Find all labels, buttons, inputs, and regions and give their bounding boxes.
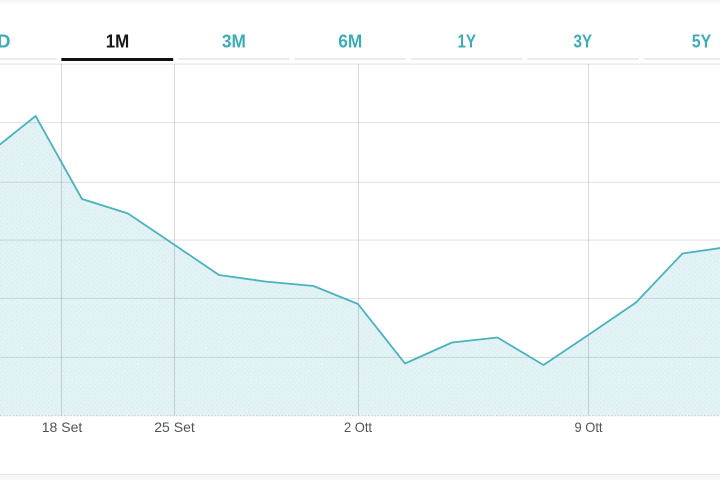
svg-text:1M: 1M [106, 32, 130, 52]
svg-text:2 Ott: 2 Ott [344, 420, 372, 435]
svg-text:6M: 6M [338, 32, 362, 52]
svg-text:18 Set: 18 Set [42, 420, 83, 435]
svg-text:1D: 1D [0, 32, 11, 52]
svg-text:3Y: 3Y [574, 32, 593, 52]
svg-text:3M: 3M [222, 32, 246, 52]
svg-text:5Y: 5Y [692, 32, 712, 52]
svg-text:1Y: 1Y [457, 32, 476, 52]
svg-text:25 Set: 25 Set [154, 420, 195, 435]
svg-text:9 Ott: 9 Ott [575, 420, 603, 435]
